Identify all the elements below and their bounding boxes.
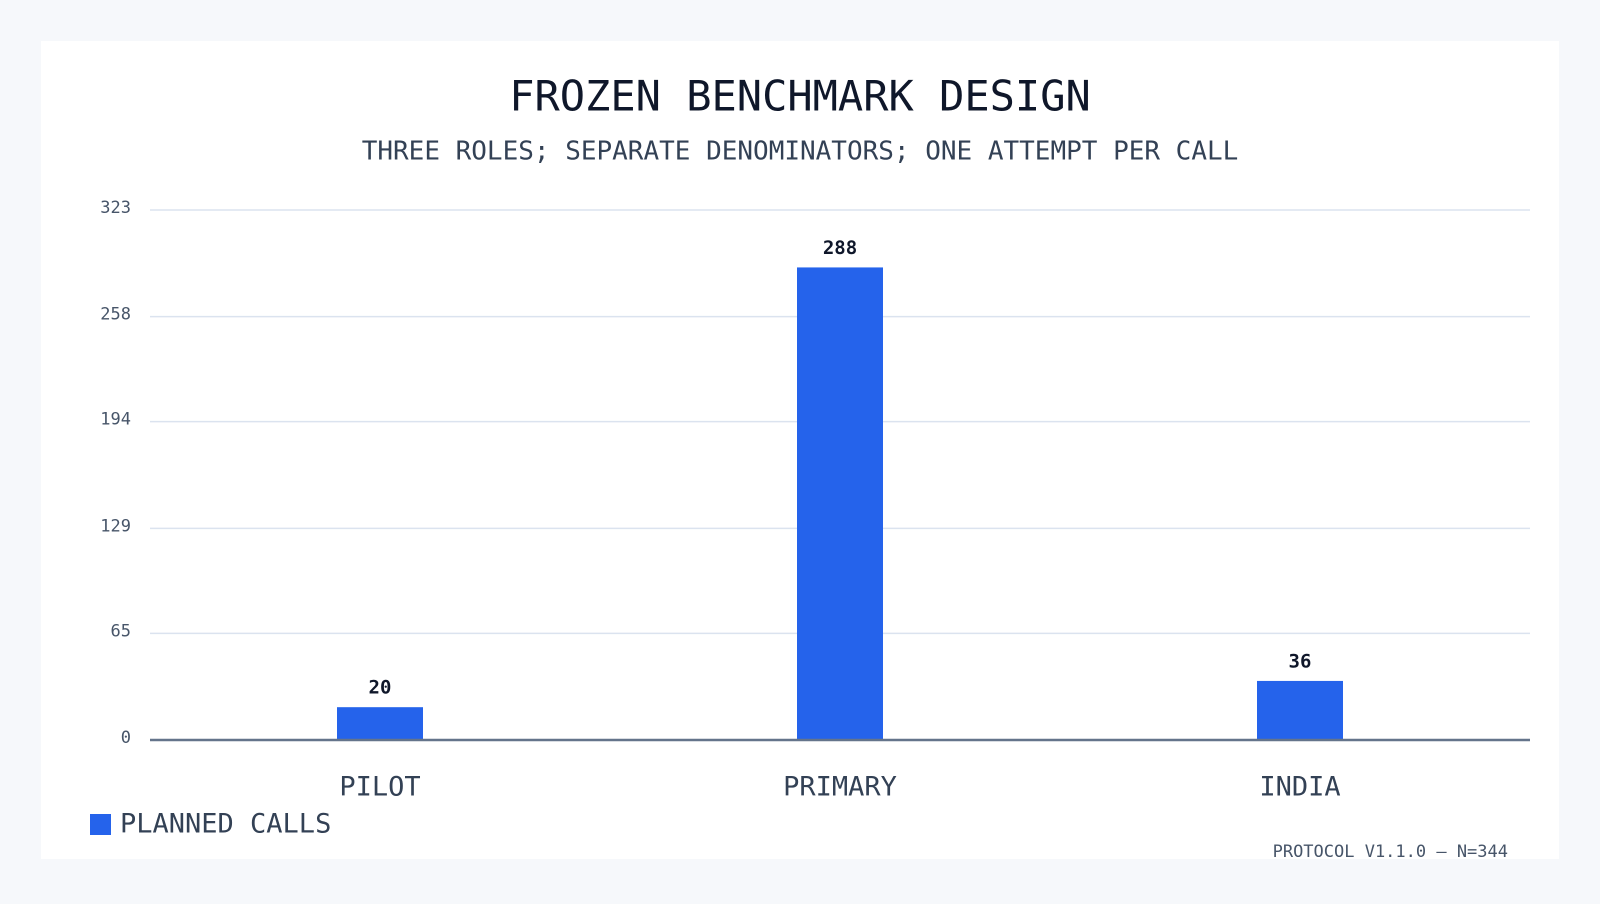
- chart-subtitle: THREE ROLES; SEPARATE DENOMINATORS; ONE …: [362, 137, 1239, 167]
- x-tick-label: PILOT: [339, 772, 420, 803]
- value-label: 20: [369, 677, 392, 699]
- value-label: 288: [823, 237, 857, 259]
- legend-swatch: [90, 814, 111, 835]
- x-tick-label: INDIA: [1259, 772, 1340, 803]
- y-tick-label: 323: [100, 198, 131, 218]
- y-tick-label: 0: [121, 728, 131, 748]
- x-tick-label: PRIMARY: [783, 772, 897, 803]
- footer-note: PROTOCOL V1.1.0 — N=344: [1273, 842, 1508, 862]
- y-tick-label: 194: [100, 410, 131, 430]
- bar: [337, 707, 423, 740]
- y-tick-label: 65: [111, 621, 131, 641]
- y-tick-label: 258: [100, 305, 131, 325]
- bar: [797, 267, 883, 740]
- y-tick-label: 129: [100, 516, 131, 536]
- legend-label: PLANNED CALLS: [120, 809, 331, 840]
- chart-title: FROZEN BENCHMARK DESIGN: [509, 72, 1091, 121]
- bar: [1257, 680, 1343, 740]
- value-label: 36: [1289, 650, 1312, 672]
